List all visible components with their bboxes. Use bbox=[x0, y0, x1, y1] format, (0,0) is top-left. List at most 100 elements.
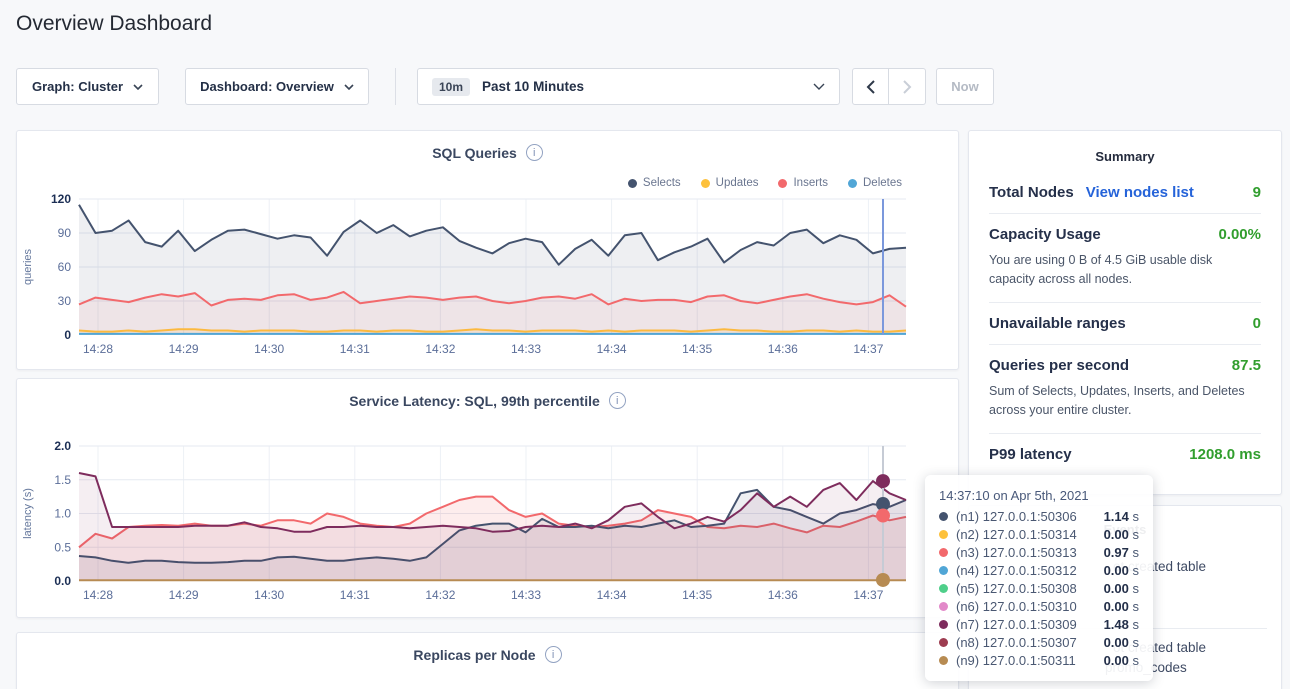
summary-title: Summary bbox=[989, 149, 1261, 164]
chevron-down-icon bbox=[344, 84, 354, 90]
now-button[interactable]: Now bbox=[936, 68, 994, 105]
latency-value: 1.48 bbox=[1104, 617, 1129, 632]
series-dot bbox=[939, 512, 948, 521]
chart-title: SQL Queries bbox=[432, 145, 517, 161]
summary-panel: Summary Total Nodes View nodes list 9 Ca… bbox=[968, 130, 1282, 495]
dashboard-dropdown[interactable]: Dashboard: Overview bbox=[185, 68, 369, 105]
svg-text:14:32: 14:32 bbox=[425, 342, 455, 356]
latency-value: 1.14 bbox=[1104, 509, 1129, 524]
summary-label: Capacity Usage bbox=[989, 226, 1101, 243]
node-address: (n2) 127.0.0.1:50314 bbox=[956, 527, 1096, 542]
replicas-per-node-header: Replicas per Node i bbox=[17, 633, 958, 663]
tooltip-row: (n4) 127.0.0.1:503120.00 s bbox=[939, 561, 1139, 579]
series-dot bbox=[939, 656, 948, 665]
summary-label: Queries per second bbox=[989, 357, 1129, 374]
svg-text:0.0: 0.0 bbox=[54, 574, 71, 588]
tooltip-row: (n5) 127.0.0.1:50308 0.00 s bbox=[939, 579, 1139, 597]
chevron-down-icon bbox=[813, 83, 825, 90]
latency-value: 0.00 bbox=[1104, 635, 1129, 650]
time-prev-button[interactable] bbox=[852, 68, 889, 105]
summary-label: Unavailable ranges bbox=[989, 315, 1126, 332]
series-dot bbox=[939, 584, 948, 593]
tooltip-row: (n7) 127.0.0.1:503091.48 s bbox=[939, 615, 1139, 633]
chart-title: Replicas per Node bbox=[413, 647, 535, 663]
svg-text:60: 60 bbox=[58, 260, 72, 274]
replicas-per-node-card: Replicas per Node i bbox=[16, 632, 959, 689]
service-latency-card: Service Latency: SQL, 99th percentile i … bbox=[16, 378, 959, 618]
summary-row-total-nodes: Total Nodes View nodes list 9 bbox=[989, 172, 1261, 214]
tooltip-row: (n8) 127.0.0.1:50307 0.00 s bbox=[939, 633, 1139, 651]
latency-unit: s bbox=[1133, 635, 1140, 650]
chart-title: Service Latency: SQL, 99th percentile bbox=[349, 393, 600, 409]
svg-text:14:29: 14:29 bbox=[169, 342, 199, 356]
time-range-badge: 10m bbox=[432, 78, 470, 96]
svg-text:14:35: 14:35 bbox=[682, 588, 712, 602]
svg-text:14:30: 14:30 bbox=[254, 588, 284, 602]
latency-unit: s bbox=[1133, 581, 1140, 596]
node-address: (n5) 127.0.0.1:50308 bbox=[956, 581, 1096, 596]
chevron-left-icon bbox=[866, 80, 876, 94]
service-latency-header: Service Latency: SQL, 99th percentile i bbox=[17, 379, 958, 409]
svg-text:14:28: 14:28 bbox=[83, 342, 113, 356]
latency-unit: s bbox=[1133, 563, 1140, 578]
latency-value: 0.97 bbox=[1104, 545, 1129, 560]
latency-value: 0.00 bbox=[1104, 527, 1129, 542]
time-nav-buttons bbox=[852, 68, 926, 105]
latency-value: 0.00 bbox=[1104, 563, 1129, 578]
latency-value: 0.00 bbox=[1104, 581, 1129, 596]
svg-text:30: 30 bbox=[58, 294, 72, 308]
tooltip-row: (n3) 127.0.0.1:50313 0.97 s bbox=[939, 543, 1139, 561]
info-icon[interactable]: i bbox=[609, 392, 626, 409]
summary-label: P99 latency bbox=[989, 446, 1072, 463]
latency-unit: s bbox=[1133, 599, 1140, 614]
svg-text:0: 0 bbox=[64, 328, 71, 342]
latency-unit: s bbox=[1133, 617, 1140, 632]
tooltip-row: (n9) 127.0.0.1:503110.00 s bbox=[939, 651, 1139, 669]
tooltip-row: (n1) 127.0.0.1:50306 1.14 s bbox=[939, 507, 1139, 525]
tooltip-timestamp: 14:37:10 on Apr 5th, 2021 bbox=[939, 488, 1139, 503]
node-address: (n1) 127.0.0.1:50306 bbox=[956, 509, 1096, 524]
summary-row-capacity-usage: Capacity Usage 0.00% You are using 0 B o… bbox=[989, 214, 1261, 303]
sql-queries-card: SQL Queries i Selects Updates Inserts De… bbox=[16, 130, 959, 370]
svg-text:14:33: 14:33 bbox=[511, 588, 541, 602]
node-address: (n3) 127.0.0.1:50313 bbox=[956, 545, 1096, 560]
latency-unit: s bbox=[1133, 545, 1140, 560]
svg-text:14:33: 14:33 bbox=[511, 342, 541, 356]
time-next-button[interactable] bbox=[889, 68, 926, 105]
svg-text:1.5: 1.5 bbox=[54, 473, 71, 487]
graph-dropdown[interactable]: Graph: Cluster bbox=[16, 68, 159, 105]
svg-text:2.0: 2.0 bbox=[54, 439, 71, 453]
node-address: (n8) 127.0.0.1:50307 bbox=[956, 635, 1096, 650]
summary-value: 0 bbox=[1253, 315, 1261, 332]
time-range-dropdown[interactable]: 10m Past 10 Minutes bbox=[417, 68, 840, 105]
svg-text:90: 90 bbox=[58, 226, 72, 240]
svg-text:14:32: 14:32 bbox=[425, 588, 455, 602]
series-dot bbox=[939, 602, 948, 611]
latency-unit: s bbox=[1133, 527, 1140, 542]
series-dot bbox=[939, 566, 948, 575]
sql-queries-chart[interactable]: 030609012014:2814:2914:3014:3114:3214:33… bbox=[17, 175, 958, 367]
page-title: Overview Dashboard bbox=[16, 12, 212, 36]
info-icon[interactable]: i bbox=[526, 144, 543, 161]
node-address: (n6) 127.0.0.1:50310 bbox=[956, 599, 1096, 614]
chevron-right-icon bbox=[902, 80, 912, 94]
series-dot bbox=[939, 548, 948, 557]
svg-text:120: 120 bbox=[51, 192, 71, 206]
info-icon[interactable]: i bbox=[545, 646, 562, 663]
tooltip-connector: on bbox=[993, 488, 1007, 503]
svg-text:latency (s): latency (s) bbox=[22, 488, 34, 539]
service-latency-chart[interactable]: 0.00.51.01.52.014:2814:2914:3014:3114:32… bbox=[17, 421, 958, 617]
latency-unit: s bbox=[1133, 509, 1140, 524]
summary-value: 9 bbox=[1253, 184, 1261, 201]
view-nodes-list-link[interactable]: View nodes list bbox=[1086, 184, 1194, 201]
series-dot bbox=[939, 530, 948, 539]
dashboard-dropdown-label: Dashboard: Overview bbox=[200, 79, 334, 94]
graph-dropdown-label: Graph: Cluster bbox=[32, 79, 123, 94]
svg-text:queries: queries bbox=[22, 248, 34, 285]
svg-text:14:28: 14:28 bbox=[83, 588, 113, 602]
series-dot bbox=[939, 620, 948, 629]
time-range-label: Past 10 Minutes bbox=[482, 79, 584, 94]
latency-unit: s bbox=[1133, 653, 1140, 668]
svg-text:14:37: 14:37 bbox=[853, 588, 883, 602]
summary-row-queries-per-second: Queries per second 87.5 Sum of Selects, … bbox=[989, 345, 1261, 434]
